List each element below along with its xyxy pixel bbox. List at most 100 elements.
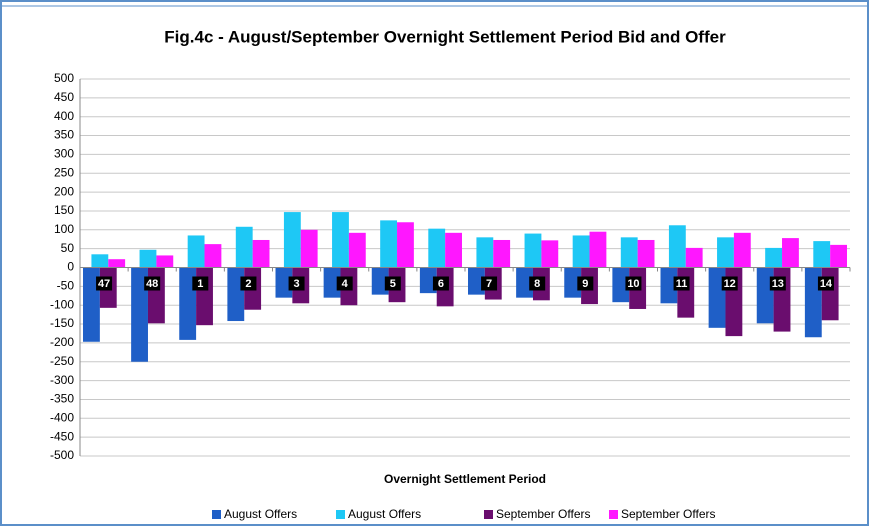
category-box [144,276,161,291]
x-tick-label: 9 [582,278,588,290]
bar [275,267,293,298]
bar [493,239,511,268]
y-tick-label: -400 [50,410,74,424]
bar [476,237,494,268]
bar [252,239,270,268]
bar [804,267,822,338]
y-tick-label: 350 [54,128,74,142]
bar [612,267,630,303]
legend-label: September Offers [621,507,716,521]
y-tick-label: -100 [50,297,74,311]
category-box [625,276,642,291]
category-box [721,276,738,291]
x-tick-label: 11 [676,278,688,290]
bar [187,235,205,268]
bar [204,244,222,268]
y-tick-label: 150 [54,203,74,217]
bar [428,228,446,268]
y-tick-label: -250 [50,354,74,368]
category-box [384,276,401,291]
bar [91,254,109,268]
bar [445,232,462,268]
y-tick-label: -450 [50,429,74,443]
x-tick-label: 47 [98,278,110,290]
bar [756,267,774,324]
bar [323,267,341,298]
category-box [240,276,257,291]
x-tick-label: 10 [627,278,639,290]
bar [717,237,734,268]
bar [156,255,174,268]
y-tick-label: 450 [54,90,74,104]
bar [589,231,607,268]
bar [419,267,437,294]
category-box [192,276,209,291]
bar [179,267,197,340]
category-box [481,276,498,291]
x-tick-label: 13 [772,278,784,290]
bar [380,220,398,268]
x-tick-label: 5 [390,278,396,290]
category-box [336,276,353,291]
bar [227,267,245,322]
bar [637,239,655,268]
y-tick-label: 250 [54,165,74,179]
category-box [769,276,786,291]
y-tick-label: 300 [54,147,74,161]
x-axis-title: Overnight Settlement Period [384,472,546,486]
y-tick-label: 400 [54,109,74,123]
y-tick-label: 200 [54,184,74,198]
category-box [577,276,594,291]
bar [821,267,839,321]
x-tick-label: 7 [486,278,492,290]
category-box [529,276,546,291]
legend-swatch [609,510,618,519]
bar [541,240,559,268]
bar [830,244,847,268]
legend-swatch [336,510,345,519]
y-tick-label: -350 [50,392,74,406]
category-box [288,276,305,291]
x-tick-label: 14 [820,278,833,290]
y-tick-label: 500 [54,71,74,85]
category-box [432,276,449,291]
bar [235,226,253,268]
x-tick-label: 6 [438,278,444,290]
bar [813,241,831,268]
legend-label: September Offers [496,507,591,521]
legend-label: August Offers [348,507,421,521]
bar [782,238,799,268]
bar [572,235,590,268]
chart-title: Fig.4c - August/September Overnight Sett… [164,27,726,46]
y-tick-label: -500 [50,448,74,462]
y-tick-label: 0 [67,260,74,274]
x-tick-label: 4 [342,278,349,290]
legend-swatch [212,510,221,519]
bar [564,267,582,298]
bar [660,267,678,304]
bar [332,212,349,268]
bar [139,249,157,268]
y-tick-label: -50 [57,279,75,293]
bar [524,233,542,268]
bar [468,267,485,295]
bar [108,259,126,268]
bar [668,225,686,268]
bar [196,267,213,326]
x-tick-label: 8 [534,278,540,290]
bar [283,212,301,268]
x-tick-label: 48 [146,278,158,290]
bar [131,267,148,362]
x-tick-label: 1 [197,278,203,290]
bar [371,267,389,295]
bar [147,267,165,324]
bar [677,267,695,318]
bar [300,229,318,268]
bar [685,247,703,268]
bar [397,222,414,268]
x-tick-label: 12 [724,278,736,290]
bar [83,267,100,342]
y-tick-label: -200 [50,335,74,349]
y-tick-label: -300 [50,373,74,387]
x-tick-label: 2 [245,278,251,290]
